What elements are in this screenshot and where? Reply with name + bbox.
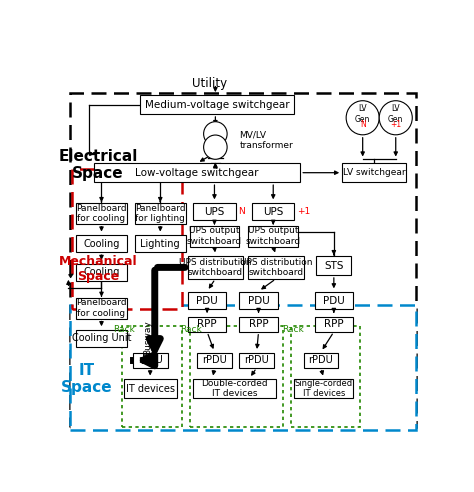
Text: PDU: PDU [323, 296, 345, 306]
FancyBboxPatch shape [76, 264, 127, 280]
FancyBboxPatch shape [315, 317, 353, 332]
Text: Panelboard
for cooling: Panelboard for cooling [76, 299, 127, 318]
FancyBboxPatch shape [76, 235, 127, 252]
Text: UPS distribution
switchboard: UPS distribution switchboard [240, 258, 312, 277]
Text: PDU: PDU [196, 296, 218, 306]
FancyBboxPatch shape [303, 353, 338, 368]
FancyBboxPatch shape [252, 203, 294, 220]
FancyBboxPatch shape [316, 256, 351, 275]
FancyBboxPatch shape [190, 226, 239, 246]
FancyBboxPatch shape [188, 317, 227, 332]
FancyBboxPatch shape [291, 326, 360, 427]
Text: MV/LV
transformer: MV/LV transformer [239, 131, 293, 150]
Text: Rack: Rack [181, 325, 202, 335]
FancyBboxPatch shape [135, 235, 186, 252]
Text: LV
Gen: LV Gen [388, 104, 403, 123]
Text: STS: STS [324, 260, 344, 271]
Text: RPP: RPP [249, 319, 268, 329]
FancyBboxPatch shape [70, 93, 416, 427]
FancyBboxPatch shape [248, 226, 298, 246]
Text: Rack: Rack [282, 325, 303, 335]
Text: Low-voltage switchgear: Low-voltage switchgear [135, 168, 259, 178]
FancyBboxPatch shape [248, 256, 303, 279]
FancyBboxPatch shape [133, 353, 168, 368]
Text: UPS output
switchboard: UPS output switchboard [246, 226, 301, 246]
Text: +1: +1 [297, 207, 310, 216]
FancyBboxPatch shape [135, 203, 186, 224]
Text: Panelboard
for lighting: Panelboard for lighting [135, 204, 186, 223]
Text: Utility: Utility [192, 77, 228, 90]
Text: RPP: RPP [197, 319, 217, 329]
Circle shape [204, 135, 227, 159]
Text: LV switchgear: LV switchgear [343, 168, 406, 177]
Text: Medium-voltage switchgear: Medium-voltage switchgear [145, 99, 290, 110]
Circle shape [204, 122, 227, 146]
FancyBboxPatch shape [193, 203, 236, 220]
Text: IT
Space: IT Space [61, 363, 113, 396]
Text: PDU: PDU [247, 296, 269, 306]
Text: rPDU: rPDU [138, 355, 163, 365]
Text: LV
Gen: LV Gen [355, 104, 370, 123]
Circle shape [379, 101, 412, 135]
Text: UPS output
switchboard: UPS output switchboard [187, 226, 242, 246]
Circle shape [346, 101, 379, 135]
FancyBboxPatch shape [342, 163, 406, 182]
FancyBboxPatch shape [124, 379, 177, 398]
Text: N: N [238, 207, 245, 216]
Text: Mechanical
Space: Mechanical Space [58, 255, 137, 283]
FancyBboxPatch shape [188, 256, 243, 279]
FancyBboxPatch shape [239, 292, 278, 309]
Text: Electrical
Space: Electrical Space [58, 149, 137, 182]
Text: rPDU: rPDU [202, 355, 227, 365]
FancyBboxPatch shape [76, 203, 127, 224]
Text: Busway: Busway [143, 320, 152, 355]
Text: Panelboard
for cooling: Panelboard for cooling [76, 204, 127, 223]
Text: UPS distribution
switchboard: UPS distribution switchboard [179, 258, 252, 277]
Text: rPDU: rPDU [309, 355, 333, 365]
Text: RPP: RPP [324, 319, 344, 329]
Text: Cooling: Cooling [83, 267, 119, 277]
FancyBboxPatch shape [72, 169, 182, 309]
Text: IT devices: IT devices [126, 384, 175, 394]
Text: Single-corded
IT devices: Single-corded IT devices [295, 379, 353, 399]
Text: Rack: Rack [113, 325, 135, 335]
Text: UPS: UPS [204, 207, 225, 216]
FancyBboxPatch shape [239, 317, 278, 332]
FancyBboxPatch shape [140, 95, 294, 114]
FancyBboxPatch shape [70, 305, 416, 430]
FancyBboxPatch shape [294, 379, 353, 398]
Text: +1: +1 [390, 120, 401, 129]
Text: Cooling: Cooling [83, 239, 119, 249]
Text: Double-corded
IT devices: Double-corded IT devices [201, 379, 268, 399]
FancyBboxPatch shape [315, 292, 353, 309]
FancyBboxPatch shape [94, 163, 300, 182]
Text: N: N [360, 120, 365, 129]
FancyBboxPatch shape [188, 292, 227, 309]
Text: Lighting: Lighting [140, 239, 180, 249]
FancyBboxPatch shape [76, 330, 127, 347]
FancyBboxPatch shape [122, 326, 182, 427]
FancyBboxPatch shape [239, 353, 274, 368]
FancyBboxPatch shape [190, 326, 283, 427]
Text: UPS: UPS [263, 207, 283, 216]
FancyBboxPatch shape [197, 353, 232, 368]
FancyBboxPatch shape [76, 298, 127, 318]
Text: rPDU: rPDU [244, 355, 269, 365]
FancyBboxPatch shape [193, 379, 276, 398]
Text: Cooling Unit: Cooling Unit [72, 334, 131, 343]
